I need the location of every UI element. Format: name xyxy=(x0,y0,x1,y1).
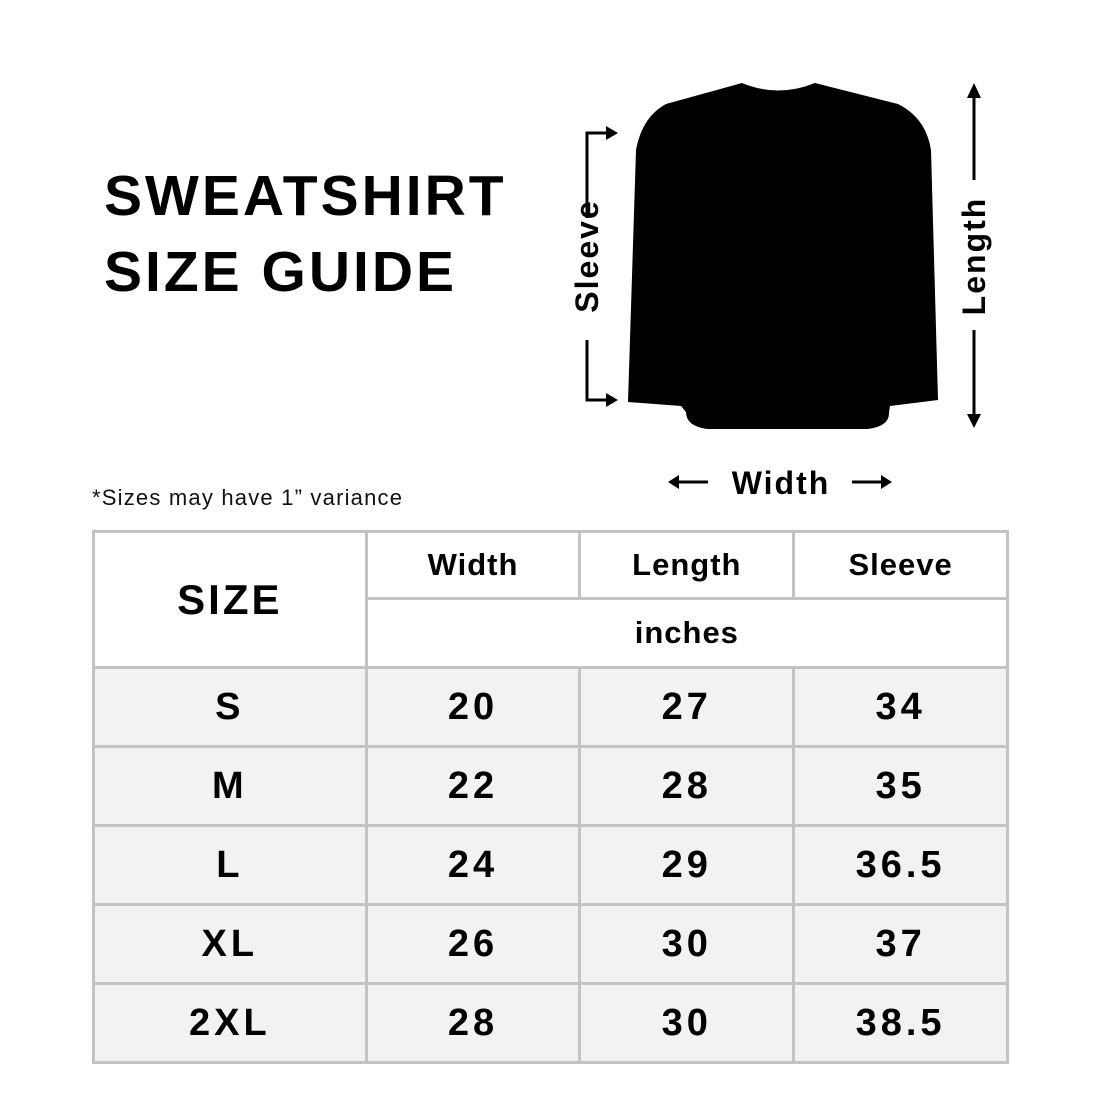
size-header: SIZE xyxy=(92,530,368,669)
column-header-sleeve: Sleeve xyxy=(792,530,1009,600)
arrowhead-icon xyxy=(881,475,892,489)
sleeve-cell: 35 xyxy=(792,745,1009,827)
arrowhead-icon xyxy=(606,126,618,140)
width-cell: 26 xyxy=(364,903,582,985)
page-title: SWEATSHIRT SIZE GUIDE xyxy=(104,158,507,310)
width-cell: 24 xyxy=(364,824,582,906)
size-table: SIZE Width Length Sleeve inches S 20 27 … xyxy=(92,530,1010,1064)
unit-label: inches xyxy=(364,597,1010,669)
table-row: 2XL 28 30 38.5 xyxy=(92,982,1009,1064)
size-cell: XL xyxy=(92,903,368,985)
size-cell: M xyxy=(92,745,368,827)
length-cell: 30 xyxy=(578,903,796,985)
arrowhead-icon xyxy=(668,475,679,489)
length-cell: 27 xyxy=(578,666,796,748)
sleeve-cell: 38.5 xyxy=(792,982,1009,1064)
arrowhead-icon xyxy=(967,83,981,98)
table-row: XL 26 30 37 xyxy=(92,903,1009,985)
column-header-length: Length xyxy=(578,530,796,600)
width-cell: 20 xyxy=(364,666,582,748)
table-row: S 20 27 34 xyxy=(92,666,1009,748)
sleeve-label: Sleeve xyxy=(569,199,605,312)
table-row: M 22 28 35 xyxy=(92,745,1009,827)
sleeve-cell: 36.5 xyxy=(792,824,1009,906)
unit-row: inches xyxy=(94,597,1010,669)
length-cell: 30 xyxy=(578,982,796,1064)
sleeve-cell: 34 xyxy=(792,666,1009,748)
column-header-width: Width xyxy=(364,530,582,600)
length-cell: 29 xyxy=(578,824,796,906)
length-cell: 28 xyxy=(578,745,796,827)
width-cell: 22 xyxy=(364,745,582,827)
sweatshirt-diagram: Sleeve Length Width xyxy=(569,83,992,501)
table-row: L 24 29 36.5 xyxy=(92,824,1009,906)
width-label: Width xyxy=(732,465,831,501)
arrowhead-icon xyxy=(967,414,981,428)
title-line-2: SIZE GUIDE xyxy=(104,240,458,304)
size-cell: S xyxy=(92,666,368,748)
length-label: Length xyxy=(956,197,992,316)
arrowhead-icon xyxy=(606,393,618,407)
size-cell: 2XL xyxy=(92,982,368,1064)
variance-note: *Sizes may have 1” variance xyxy=(92,485,404,510)
table-header-row: SIZE Width Length Sleeve xyxy=(92,530,1009,669)
width-cell: 28 xyxy=(364,982,582,1064)
sweatshirt-image xyxy=(628,83,938,429)
size-cell: L xyxy=(92,824,368,906)
sleeve-cell: 37 xyxy=(792,903,1009,985)
title-line-1: SWEATSHIRT xyxy=(104,164,507,228)
sleeve-arrow-icon xyxy=(585,131,608,402)
